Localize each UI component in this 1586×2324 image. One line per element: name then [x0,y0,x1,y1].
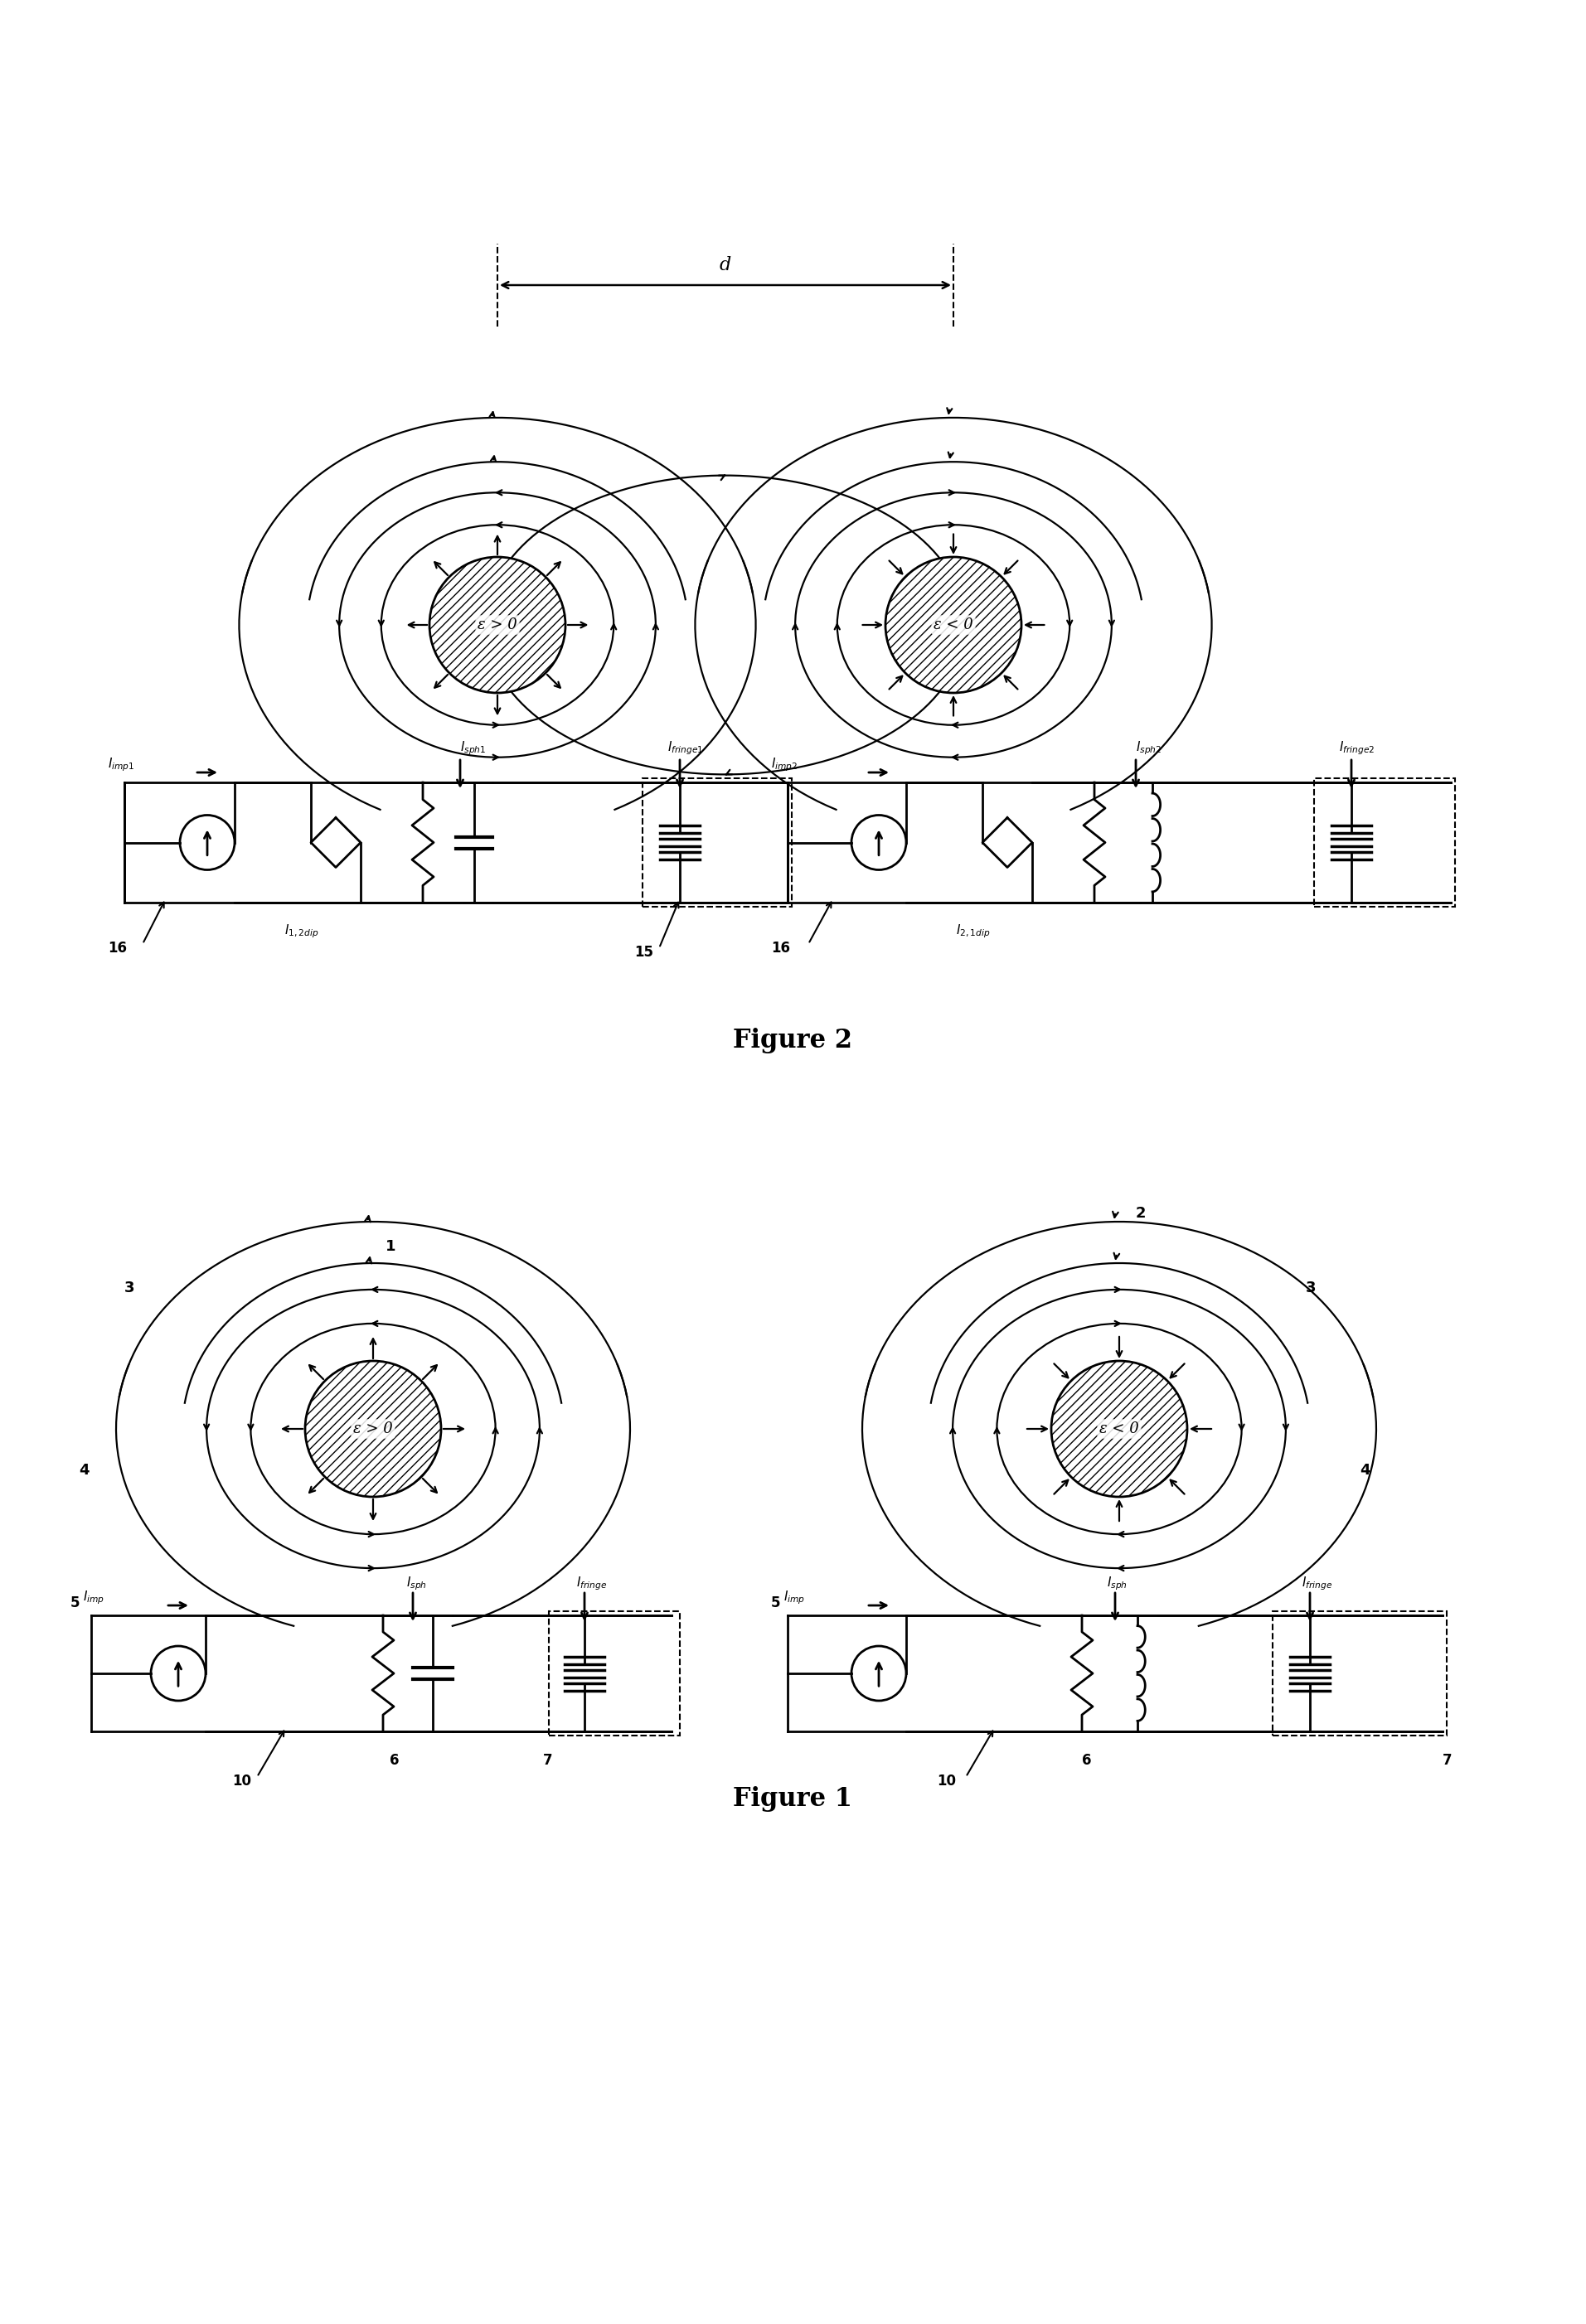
Text: 4: 4 [1359,1462,1370,1478]
Text: 5: 5 [70,1597,79,1611]
Text: 16: 16 [771,941,790,955]
Text: $I_{imp}$: $I_{imp}$ [82,1590,105,1606]
Polygon shape [311,818,360,867]
Bar [1272,1611,1446,1736]
Text: $I_{fringe2}$: $I_{fringe2}$ [1339,739,1375,755]
Text: 7: 7 [1443,1752,1453,1769]
Text: d: d [720,256,731,274]
Text: 5: 5 [771,1597,780,1611]
Text: 10: 10 [937,1773,956,1789]
Text: 6: 6 [390,1752,400,1769]
Text: $I_{imp1}$: $I_{imp1}$ [108,755,135,774]
Text: 1: 1 [385,1239,396,1255]
Text: $I_{imp2}$: $I_{imp2}$ [771,755,798,774]
Text: Figure 2: Figure 2 [733,1027,852,1053]
Text: $I_{1,2dip}$: $I_{1,2dip}$ [284,923,319,939]
Text: $I_{fringe}$: $I_{fringe}$ [1302,1576,1332,1592]
Text: $I_{fringe}$: $I_{fringe}$ [576,1576,607,1592]
Text: 3: 3 [124,1281,135,1294]
Text: 7: 7 [542,1752,552,1769]
Text: $I_{sph}$: $I_{sph}$ [406,1576,427,1592]
Text: $I_{sph1}$: $I_{sph1}$ [460,739,485,755]
Bar [1315,779,1454,906]
Bar [549,1611,680,1736]
Text: $I_{2,1dip}$: $I_{2,1dip}$ [956,923,990,939]
Circle shape [430,558,566,693]
Text: $I_{fringe1}$: $I_{fringe1}$ [668,739,704,755]
Text: $I_{sph}$: $I_{sph}$ [1107,1576,1128,1592]
Text: ε < 0: ε < 0 [934,618,974,632]
Text: ε > 0: ε > 0 [354,1422,393,1436]
Text: $I_{sph2}$: $I_{sph2}$ [1136,739,1163,755]
Polygon shape [982,818,1032,867]
Text: 16: 16 [108,941,127,955]
Text: 3: 3 [1305,1281,1316,1294]
Circle shape [885,558,1021,693]
Text: 4: 4 [79,1462,89,1478]
Circle shape [1052,1362,1188,1497]
Text: ε < 0: ε < 0 [1099,1422,1139,1436]
Bar [642,779,791,906]
Circle shape [305,1362,441,1497]
Text: 2: 2 [1136,1206,1147,1220]
Text: $I_{imp}$: $I_{imp}$ [783,1590,806,1606]
Text: Figure 1: Figure 1 [733,1787,852,1813]
Text: 10: 10 [232,1773,251,1789]
Text: ε > 0: ε > 0 [477,618,517,632]
Text: 6: 6 [1082,1752,1091,1769]
Text: 15: 15 [634,946,653,960]
